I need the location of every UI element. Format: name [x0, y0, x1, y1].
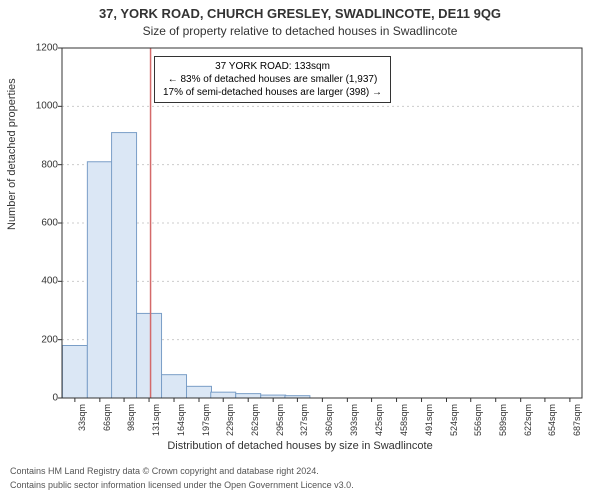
plot-area: 020040060080010001200 33sqm66sqm98sqm131…: [62, 48, 582, 398]
footer-line-1: Contains HM Land Registry data © Crown c…: [10, 466, 319, 476]
y-tick-label: 600: [41, 218, 58, 229]
annotation-line-3: 17% of semi-detached houses are larger (…: [163, 86, 382, 99]
chart-container: 37, YORK ROAD, CHURCH GRESLEY, SWADLINCO…: [0, 0, 600, 500]
histogram-bar: [112, 133, 137, 398]
histogram-bar: [62, 346, 87, 399]
y-axis-label: Number of detached properties: [6, 78, 18, 230]
y-tick-label: 400: [41, 276, 58, 287]
title-line-2: Size of property relative to detached ho…: [0, 24, 600, 38]
y-tick-label: 0: [52, 393, 58, 404]
histogram-bar: [137, 313, 162, 398]
y-tick-label: 200: [41, 334, 58, 345]
y-tick-label: 1000: [36, 101, 58, 112]
histogram-bar: [187, 386, 212, 398]
histogram-bar: [87, 162, 112, 398]
x-axis-label: Distribution of detached houses by size …: [0, 440, 600, 452]
histogram-bar: [162, 375, 187, 398]
y-tick-label: 800: [41, 159, 58, 170]
title-line-1: 37, YORK ROAD, CHURCH GRESLEY, SWADLINCO…: [0, 6, 600, 21]
annotation-box: 37 YORK ROAD: 133sqm ← 83% of detached h…: [154, 56, 391, 103]
annotation-line-1: 37 YORK ROAD: 133sqm: [163, 60, 382, 73]
histogram-bar: [211, 392, 236, 398]
histogram-bar: [236, 394, 261, 398]
annotation-line-2: ← 83% of detached houses are smaller (1,…: [163, 73, 382, 86]
footer-line-2: Contains public sector information licen…: [10, 480, 354, 490]
y-tick-label: 1200: [36, 43, 58, 54]
